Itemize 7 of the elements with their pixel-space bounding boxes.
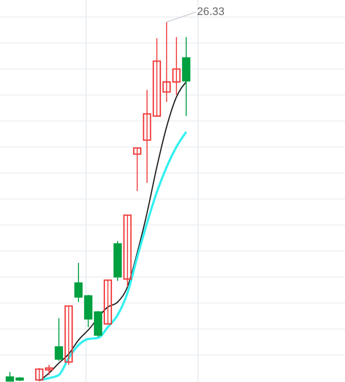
- candlestick: [182, 36, 190, 117]
- candlestick: [133, 147, 142, 192]
- candlestick: [64, 305, 73, 366]
- candlestick: [54, 318, 64, 362]
- text: 26.33: [197, 6, 225, 18]
- candlestick: [104, 279, 112, 325]
- candlestick: [123, 214, 132, 288]
